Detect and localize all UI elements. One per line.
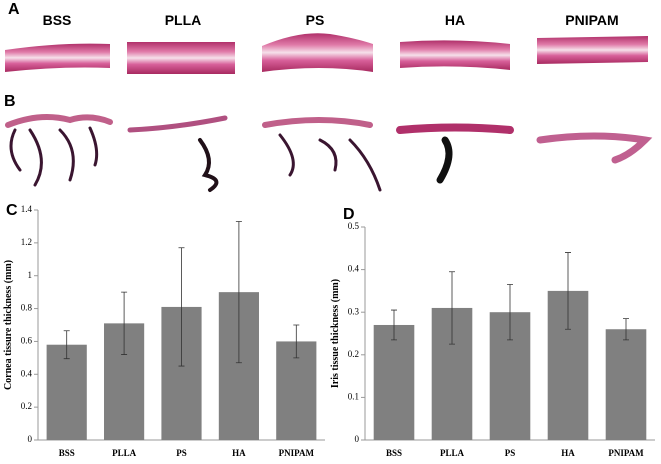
error-bar [121, 291, 128, 355]
y-tick-label: 0.3 [348, 306, 360, 316]
y-tick-label: 0.6 [21, 335, 33, 345]
error-bar [293, 324, 300, 359]
y-tick-label: 0 [355, 434, 360, 444]
x-tick-label: BSS [386, 448, 402, 458]
x-tick-label: PLLA [112, 448, 137, 458]
y-tick-label: 0.2 [348, 349, 359, 359]
sample-label: PLLA [165, 12, 202, 28]
x-tick-label: PS [505, 448, 516, 458]
panel-label: C [6, 202, 18, 219]
y-tick-label: 1 [28, 270, 33, 280]
histology-b [5, 114, 653, 192]
y-tick-label: 0.4 [21, 368, 33, 378]
bar [605, 329, 647, 440]
y-axis-label: Iris tissue thickness (mm) [330, 279, 341, 388]
error-bar [565, 252, 571, 330]
error-bar [63, 330, 70, 360]
bar [373, 324, 415, 440]
panel-label: A [8, 1, 20, 18]
x-tick-label: HA [232, 448, 246, 458]
sample-label: PNIPAM [565, 12, 618, 28]
sample-label: BSS [43, 12, 72, 28]
y-tick-label: 0 [28, 434, 33, 444]
y-tick-label: 1.4 [21, 204, 33, 214]
error-bar [178, 247, 185, 367]
x-tick-label: PS [176, 448, 187, 458]
x-tick-label: PNIPAM [608, 448, 644, 458]
x-tick-label: PLLA [440, 448, 465, 458]
y-axis-label: Cornea tissure thickness (mm) [3, 260, 14, 390]
panel-label: B [4, 93, 16, 110]
sample-label: PS [306, 12, 325, 28]
y-tick-label: 1.2 [21, 237, 32, 247]
y-tick-label: 0.8 [21, 303, 33, 313]
x-tick-label: BSS [59, 448, 75, 458]
panel-label: D [343, 206, 355, 223]
error-bar [235, 221, 242, 364]
bar [46, 344, 87, 440]
error-bar [507, 284, 513, 341]
histology-a [5, 33, 648, 74]
error-bar [449, 271, 455, 345]
y-tick-label: 0.5 [348, 221, 360, 231]
error-bar [623, 318, 629, 341]
error-bar [391, 309, 397, 341]
y-tick-label: 0.1 [348, 391, 359, 401]
y-tick-label: 0.2 [21, 401, 32, 411]
x-tick-label: HA [561, 448, 575, 458]
sample-label: HA [445, 12, 465, 28]
x-tick-label: PNIPAM [279, 448, 315, 458]
y-tick-label: 0.4 [348, 264, 360, 274]
